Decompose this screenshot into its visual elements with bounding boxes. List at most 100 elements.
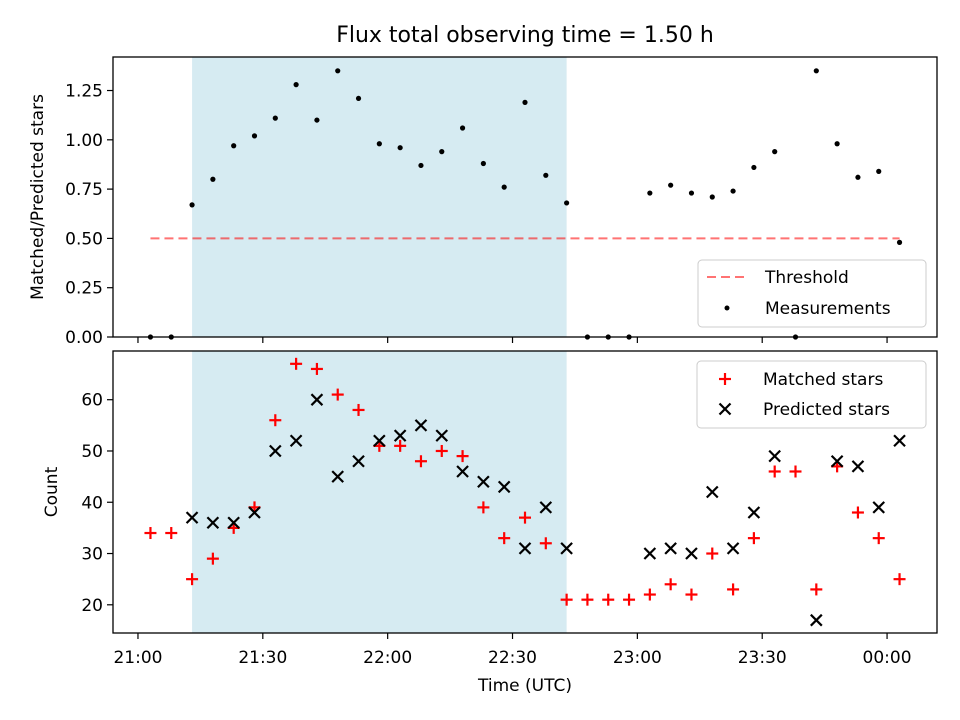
measurement-point (335, 68, 341, 74)
y-tick-label: 40 (81, 493, 103, 513)
marker-stroke (664, 542, 677, 555)
x-tick-label: 21:30 (238, 648, 287, 668)
measurement-point (543, 172, 549, 178)
measurement-point (210, 176, 216, 182)
marker-stroke (643, 547, 657, 560)
predicted-star-point (227, 516, 240, 530)
measurement-point (876, 168, 882, 174)
predicted-star-point (810, 613, 823, 627)
matched-star-point (789, 465, 802, 478)
x-tick-label: 22:30 (488, 648, 537, 668)
x-axis-ticks (137, 337, 888, 343)
marker-stroke (227, 516, 240, 530)
measurement-point (834, 141, 840, 147)
matched-star-point (269, 414, 282, 427)
measurement-point (855, 174, 861, 180)
matched-star-point (623, 593, 636, 606)
figure-title: Flux total observing time = 1.50 h (336, 23, 714, 48)
plot-frame (112, 350, 938, 634)
marker-stroke (185, 511, 199, 524)
marker-stroke (893, 434, 906, 448)
predicted-star-point (477, 475, 490, 489)
marker-stroke (393, 429, 407, 442)
measurement-point (668, 182, 674, 188)
predicted-star-point (269, 444, 282, 458)
predicted-star-point (705, 485, 719, 499)
legend: Threshold Measurements (697, 259, 927, 328)
marker-stroke (497, 480, 511, 494)
matched-star-point (872, 532, 885, 545)
marker-stroke (352, 454, 365, 468)
predicted-stars-points (185, 393, 906, 627)
marker-stroke (373, 434, 386, 448)
marker-stroke (718, 402, 732, 416)
matched-stars-points (144, 357, 906, 606)
matched-star-point (706, 547, 719, 560)
marker-stroke (518, 542, 532, 555)
measurement-point (522, 99, 528, 105)
predicted-star-point (830, 454, 844, 468)
marker-stroke (830, 454, 844, 468)
legend-box (697, 259, 927, 328)
matched-star-point (602, 593, 615, 606)
measurement-points (147, 68, 903, 340)
measurement-point (480, 160, 486, 167)
matched-star-point (206, 552, 219, 565)
y-tick-label: 30 (81, 545, 103, 565)
measurement-point (231, 143, 237, 149)
y-tick-label: 50 (81, 442, 103, 462)
predicted-star-point (331, 470, 345, 483)
y-tick-label: 1.25 (65, 82, 103, 102)
marker-stroke (331, 470, 345, 483)
predicted-star-point (664, 542, 677, 555)
matched-star-point (664, 578, 677, 591)
x-tick-label: 21:00 (113, 648, 162, 668)
measurement-point (772, 149, 778, 155)
y-tick-label: 20 (81, 596, 103, 616)
x-axis-ticks: 21:00 21:30 22:00 22:30 23:00 23:30 00:00 (113, 633, 912, 668)
measurement-point (439, 149, 445, 155)
measurement-point (813, 68, 819, 74)
matched-star-point (331, 388, 344, 401)
predicted-star-point (747, 506, 761, 519)
observing-window-shade (192, 351, 567, 633)
matched-star-point (186, 573, 199, 586)
predicted-star-point (872, 501, 886, 514)
matched-star-point (581, 593, 594, 606)
legend-label-threshold: Threshold (764, 268, 849, 288)
marker-stroke (206, 516, 220, 530)
matched-star-point (643, 588, 656, 601)
measurement-point (376, 141, 382, 147)
y-tick-label: 1.00 (65, 131, 103, 151)
predicted-star-point (851, 460, 865, 473)
measurement-point (397, 145, 403, 151)
matched-star-point (144, 527, 157, 540)
measurement-point (314, 117, 320, 123)
matched-star-point (747, 532, 760, 545)
predicted-star-point (643, 547, 657, 560)
marker-stroke (560, 542, 573, 555)
predicted-star-point (248, 506, 261, 519)
predicted-star-point (185, 511, 199, 524)
ratio-panel: 0.00 0.25 0.50 0.75 1.00 1.25 Matched/Predict… (28, 56, 938, 348)
predicted-marker (718, 402, 732, 416)
matched-marker (719, 373, 731, 385)
marker-stroke (477, 475, 490, 489)
legend: Matched stars Predicted stars (696, 360, 927, 429)
marker-stroke (289, 434, 303, 448)
marker-stroke (851, 460, 865, 473)
matched-star-point (893, 573, 906, 586)
measurement-point (355, 95, 362, 102)
measurement-point (293, 82, 299, 88)
predicted-star-point (289, 434, 303, 448)
predicted-star-point (206, 516, 220, 530)
predicted-star-point (435, 429, 449, 442)
measurement-point (647, 190, 653, 196)
x-tick-label: 23:00 (613, 648, 662, 668)
x-axis-label: Time (UTC) (477, 676, 572, 696)
matched-star-point (768, 465, 781, 478)
legend-box (696, 360, 927, 429)
matched-star-point (477, 501, 490, 514)
marker-stroke (435, 429, 449, 442)
